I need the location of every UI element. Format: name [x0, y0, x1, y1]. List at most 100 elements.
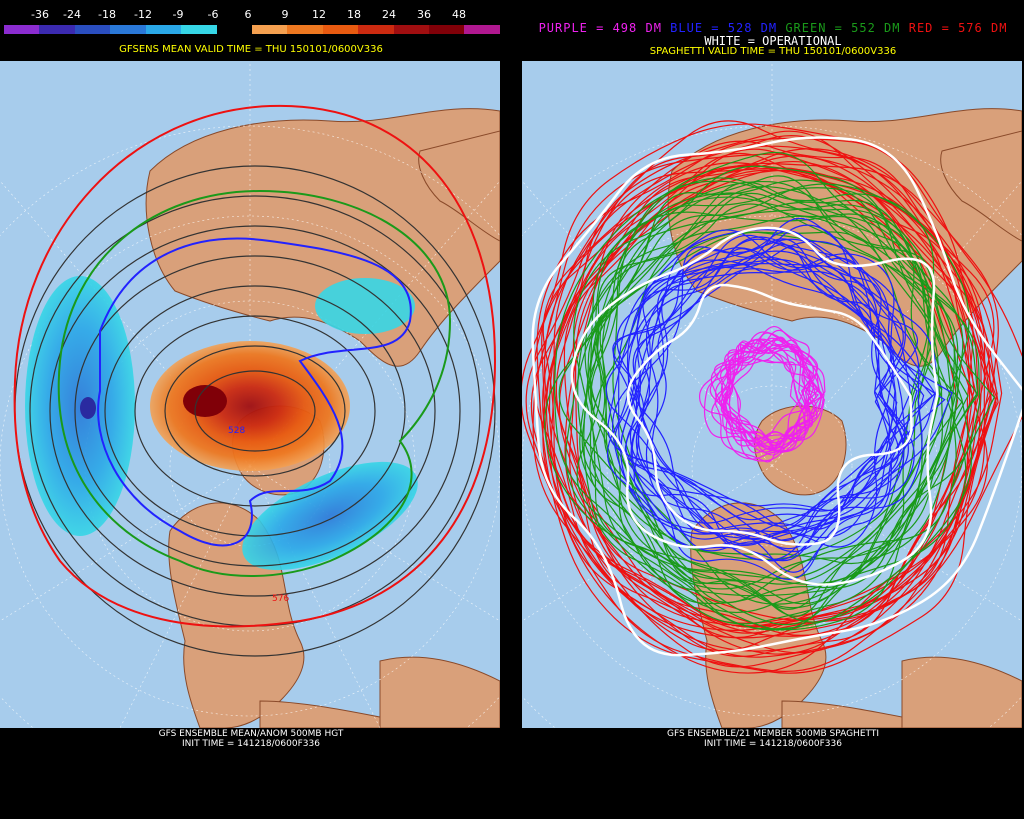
warm-anomaly-core	[183, 385, 227, 417]
spaghetti-panel: PURPLE = 498 DM BLUE = 528 DM GREEN = 55…	[522, 0, 1024, 819]
spaghetti-green	[589, 196, 996, 604]
spaghetti-purple	[720, 339, 812, 448]
anomaly-shading	[25, 276, 418, 571]
colorbar-label: 36	[417, 8, 431, 21]
ensemble-mean-panel: -36 -24 -18 -12 -9 -6 6 9 12 18 24 36 48…	[0, 0, 502, 819]
colorbar-swatch	[110, 25, 146, 34]
colorbar-label: 24	[382, 8, 396, 21]
spaghetti-green	[565, 183, 970, 614]
central-america-land	[781, 700, 923, 728]
spaghetti-blue	[607, 238, 937, 511]
colorbar-label: 6	[244, 8, 252, 21]
central-america-land	[259, 700, 401, 728]
contour-528-blue	[97, 237, 412, 547]
colorbar-swatch	[322, 25, 359, 34]
cold-anomaly-america	[242, 461, 418, 571]
spaghetti-operational	[570, 226, 939, 586]
spaghetti-caption-init: INIT TIME = 141218/0600F336	[704, 739, 842, 749]
spaghetti-purple	[722, 338, 817, 446]
spaghetti-red	[522, 123, 1022, 672]
colorbar-swatch	[216, 25, 252, 34]
colorbar-label: -18	[98, 8, 116, 21]
colorbar-label: -36	[31, 8, 49, 21]
colorbar-swatch	[145, 25, 182, 34]
spaghetti-red	[536, 137, 997, 674]
contour-552-green	[57, 189, 452, 577]
contour-576-red	[13, 104, 497, 628]
europe-land	[418, 130, 500, 242]
spaghetti-blue	[629, 250, 896, 562]
valid-time-title: GFSENS MEAN VALID TIME = THU 150101/0600…	[119, 44, 383, 55]
spaghetti-green	[612, 201, 959, 585]
colorbar-swatch	[4, 25, 40, 34]
colorbar-label: -12	[134, 8, 152, 21]
legend-red: RED = 576 DM	[908, 21, 1008, 35]
contour-label-576: 576	[272, 594, 289, 604]
mean-caption-title: GFS ENSEMBLE MEAN/ANOM 500MB HGT	[158, 729, 344, 739]
spaghetti-green	[554, 177, 978, 625]
cold-anomaly-asia	[315, 278, 415, 334]
warm-anomaly	[150, 341, 350, 471]
spaghetti-purple	[727, 337, 818, 456]
legend-white: WHITE = OPERATIONAL	[704, 34, 842, 48]
anomaly-colorbar	[4, 25, 500, 34]
spaghetti-red	[525, 145, 982, 639]
colorbar-swatch	[429, 25, 465, 34]
spaghetti-operational	[626, 283, 913, 546]
spaghetti-green	[576, 211, 957, 630]
spaghetti-contours	[522, 120, 1022, 674]
spaghetti-legend: PURPLE = 498 DM BLUE = 528 DM GREEN = 55…	[522, 21, 1024, 35]
spaghetti-red	[575, 148, 999, 654]
spaghetti-valid-time: SPAGHETTI VALID TIME = THU 150101/0600V3…	[649, 46, 897, 57]
mean-caption-init: INIT TIME = 141218/0600F336	[182, 739, 320, 749]
colorbar-swatch	[287, 25, 323, 34]
colorbar-swatch	[74, 25, 111, 34]
contour-label-528: 528	[228, 426, 245, 436]
spaghetti-map-svg	[522, 61, 1022, 728]
colorbar-swatch	[393, 25, 430, 34]
legend-blue: BLUE = 528 DM	[670, 21, 778, 35]
mean-map-svg: 576 528	[0, 61, 500, 728]
colored-contours	[13, 104, 497, 628]
spaghetti-purple	[710, 359, 806, 441]
colorbar-swatch	[358, 25, 394, 34]
colorbar-label: 18	[347, 8, 361, 21]
panel-separator	[502, 0, 522, 819]
spaghetti-green	[584, 192, 943, 585]
colorbar-label: -6	[207, 8, 219, 21]
legend-green: GREEN = 552 DM	[785, 21, 901, 35]
spaghetti-blue	[627, 217, 912, 542]
colorbar-label: 12	[312, 8, 326, 21]
spaghetti-blue	[606, 229, 923, 562]
spaghetti-blue	[605, 258, 936, 540]
colorbar-label: 9	[281, 8, 289, 21]
mean-anomaly-map: 576 528	[0, 61, 500, 728]
colorbar-swatch	[251, 25, 288, 34]
spaghetti-red	[542, 165, 995, 658]
europe-land	[940, 130, 1022, 242]
spaghetti-purple	[711, 326, 806, 444]
colorbar-swatch	[464, 25, 500, 34]
colorbar-label: 48	[452, 8, 466, 21]
spaghetti-blue	[612, 259, 905, 546]
spaghetti-caption-title: GFS ENSEMBLE/21 MEMBER 500MB SPAGHETTI	[666, 729, 880, 739]
colorbar-swatch	[39, 25, 75, 34]
colorbar-label: -9	[172, 8, 184, 21]
south-america-land	[901, 656, 1022, 728]
spaghetti-purple	[709, 345, 806, 448]
spaghetti-red	[564, 140, 974, 655]
spaghetti-blue	[625, 253, 898, 542]
spaghetti-operational	[531, 136, 1022, 657]
spaghetti-blue	[630, 238, 892, 573]
colorbar-labels: -36 -24 -18 -12 -9 -6 6 9 12 18 24 36 48	[0, 8, 502, 22]
south-america-land	[379, 656, 500, 728]
spaghetti-purple	[731, 342, 824, 452]
spaghetti-map	[522, 61, 1022, 728]
spaghetti-purple	[720, 340, 814, 451]
spaghetti-green	[589, 185, 963, 617]
spaghetti-red	[541, 148, 988, 639]
colorbar-swatch	[181, 25, 217, 34]
legend-purple: PURPLE = 498 DM	[538, 21, 662, 35]
cold-anomaly-pacific-core	[80, 397, 96, 419]
colorbar-label: -24	[63, 8, 81, 21]
